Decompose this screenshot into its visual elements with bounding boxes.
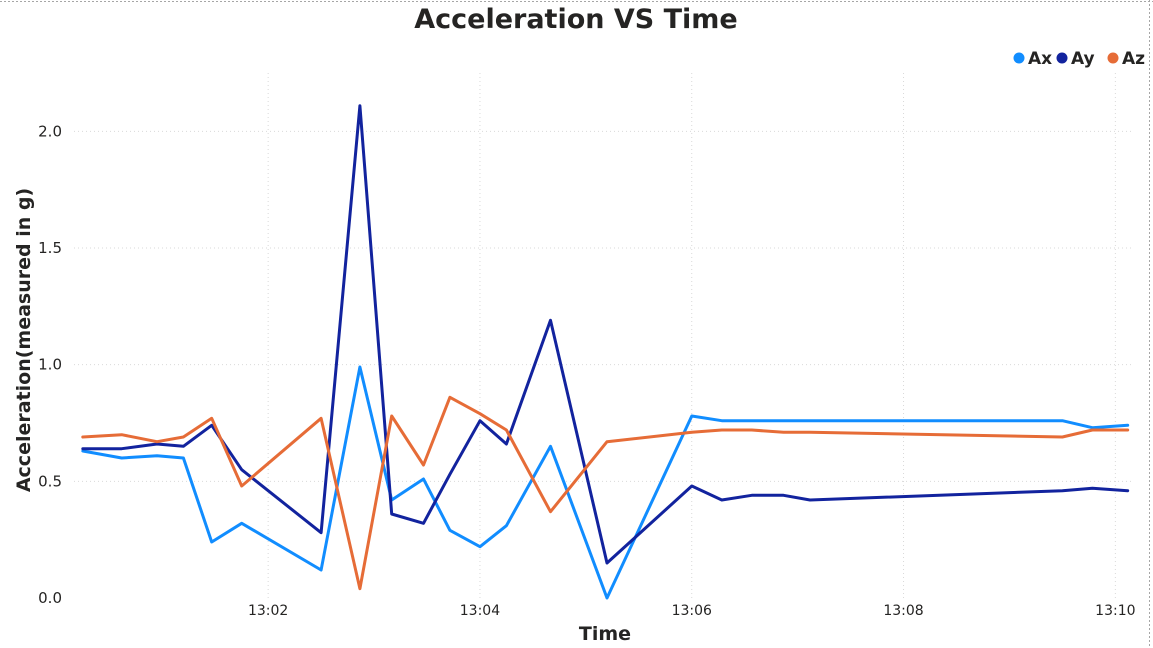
chart-title: Acceleration VS Time — [414, 4, 738, 35]
legend-item-az[interactable]: Az — [1107, 49, 1146, 69]
legend-item-ay[interactable]: Ay — [1056, 49, 1095, 69]
gridlines — [74, 73, 1133, 598]
x-tick-label: 13:04 — [460, 603, 500, 619]
y-tick-label: 2.0 — [38, 122, 62, 140]
y-axis-ticks: 0.0 0.5 1.0 1.5 2.0 — [38, 122, 62, 607]
legend-label: Ay — [1071, 49, 1095, 69]
series-line-az[interactable] — [81, 395, 1130, 591]
legend-label: Az — [1122, 49, 1145, 69]
x-tick-label: 13:02 — [248, 603, 288, 619]
legend-marker — [1013, 52, 1025, 64]
y-axis-title: Acceleration(measured in g) — [13, 188, 35, 492]
legend-label: Ax — [1028, 49, 1052, 69]
x-tick-label: 13:06 — [672, 603, 712, 619]
legend-marker — [1056, 52, 1068, 64]
y-tick-label: 1.5 — [38, 239, 62, 257]
y-tick-label: 0.0 — [38, 589, 62, 607]
y-tick-label: 0.5 — [38, 472, 62, 490]
x-tick-label: 13:08 — [883, 603, 923, 619]
series-line-ax[interactable] — [81, 365, 1130, 600]
legend-marker — [1107, 52, 1119, 64]
series-line-ay[interactable] — [81, 104, 1130, 565]
x-tick-label: 13:10 — [1095, 603, 1135, 619]
x-axis-title: Time — [579, 623, 631, 645]
x-axis-ticks: 13:02 13:04 13:06 13:08 13:10 — [248, 603, 1136, 619]
legend[interactable]: Ax Ay Az — [1013, 49, 1146, 69]
legend-item-ax[interactable]: Ax — [1013, 49, 1053, 69]
series-lines[interactable] — [81, 104, 1130, 600]
y-tick-label: 1.0 — [38, 356, 62, 374]
